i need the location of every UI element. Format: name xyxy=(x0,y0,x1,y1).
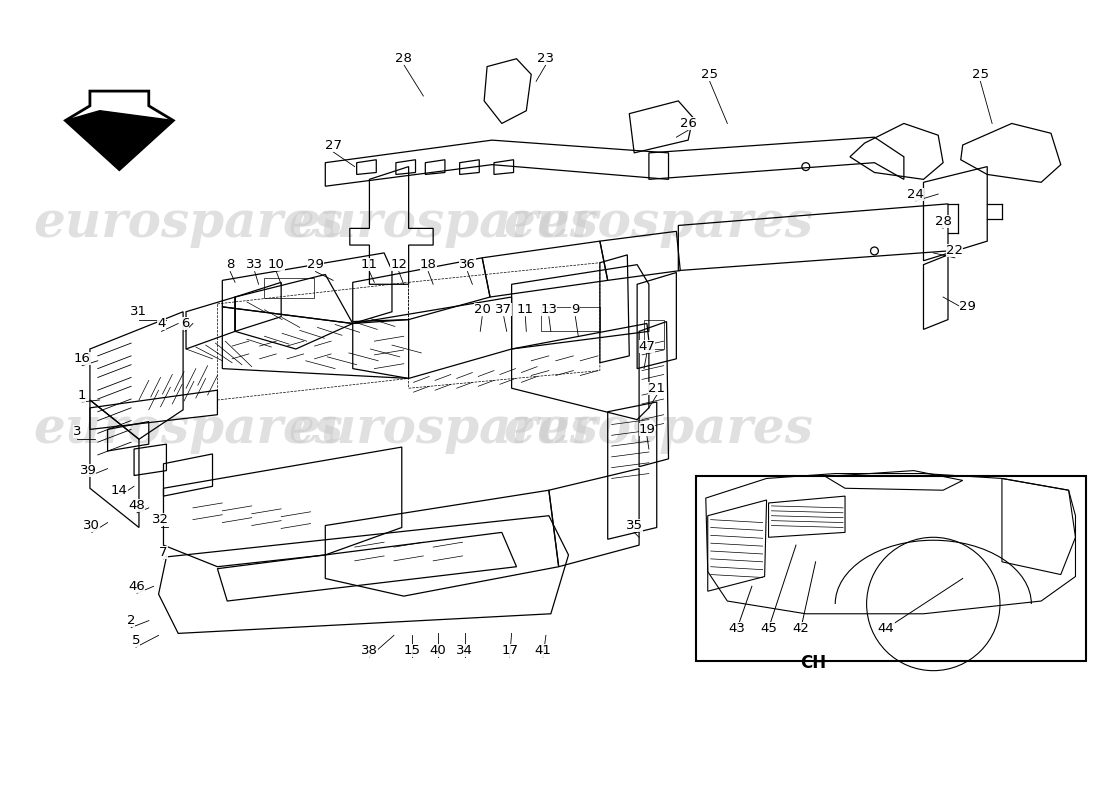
Text: 21: 21 xyxy=(648,382,666,394)
Text: 15: 15 xyxy=(403,643,420,657)
Text: 9: 9 xyxy=(571,303,580,316)
Text: 5: 5 xyxy=(132,634,141,646)
Text: 27: 27 xyxy=(324,138,342,151)
Text: 20: 20 xyxy=(474,303,491,316)
Text: eurospares: eurospares xyxy=(288,405,598,454)
Text: 36: 36 xyxy=(459,258,476,271)
Text: 26: 26 xyxy=(680,117,696,130)
Text: eurospares: eurospares xyxy=(33,199,343,248)
Text: eurospares: eurospares xyxy=(33,405,343,454)
Text: 37: 37 xyxy=(495,303,513,316)
Text: 48: 48 xyxy=(129,499,145,513)
Text: CH: CH xyxy=(801,654,827,672)
Text: 41: 41 xyxy=(535,643,551,657)
Text: 43: 43 xyxy=(728,622,746,635)
Polygon shape xyxy=(65,110,174,170)
Text: 25: 25 xyxy=(701,68,718,81)
Text: 13: 13 xyxy=(540,303,558,316)
Polygon shape xyxy=(65,91,174,170)
Bar xyxy=(644,319,663,349)
Text: 24: 24 xyxy=(908,187,924,201)
Text: 32: 32 xyxy=(152,513,169,526)
Text: 45: 45 xyxy=(760,622,777,635)
Text: 30: 30 xyxy=(84,519,100,532)
Text: 34: 34 xyxy=(456,643,473,657)
Text: 47: 47 xyxy=(638,339,656,353)
Text: 29: 29 xyxy=(307,258,323,271)
Text: 1: 1 xyxy=(78,389,86,402)
Text: 33: 33 xyxy=(246,258,263,271)
Text: 46: 46 xyxy=(129,580,145,593)
Text: 31: 31 xyxy=(131,306,147,318)
Text: 38: 38 xyxy=(361,643,378,657)
Text: 16: 16 xyxy=(74,352,90,366)
Text: eurospares: eurospares xyxy=(504,405,814,454)
Text: 39: 39 xyxy=(79,464,97,477)
Text: 22: 22 xyxy=(946,245,964,258)
Text: 19: 19 xyxy=(638,423,656,436)
Text: 44: 44 xyxy=(878,622,894,635)
Text: 23: 23 xyxy=(538,52,554,66)
Text: 28: 28 xyxy=(395,52,412,66)
Text: 4: 4 xyxy=(157,317,166,330)
Text: 10: 10 xyxy=(267,258,285,271)
Text: eurospares: eurospares xyxy=(504,199,814,248)
Text: 6: 6 xyxy=(180,317,189,330)
Text: 18: 18 xyxy=(420,258,437,271)
Text: 11: 11 xyxy=(361,258,378,271)
Bar xyxy=(264,278,314,298)
Text: 35: 35 xyxy=(626,519,642,532)
Text: 17: 17 xyxy=(502,643,518,657)
Text: 2: 2 xyxy=(126,614,135,627)
Bar xyxy=(541,307,600,331)
Text: 42: 42 xyxy=(792,622,810,635)
Text: 11: 11 xyxy=(517,303,534,316)
Text: 40: 40 xyxy=(430,643,447,657)
Text: eurospares: eurospares xyxy=(288,199,598,248)
Text: 7: 7 xyxy=(160,546,167,558)
Text: 12: 12 xyxy=(390,258,407,271)
Text: 28: 28 xyxy=(935,215,952,228)
Text: 25: 25 xyxy=(972,68,989,81)
Text: 29: 29 xyxy=(959,300,976,314)
Text: 14: 14 xyxy=(111,484,128,497)
Text: 8: 8 xyxy=(226,258,234,271)
Bar xyxy=(696,477,1087,661)
Text: 3: 3 xyxy=(73,425,81,438)
